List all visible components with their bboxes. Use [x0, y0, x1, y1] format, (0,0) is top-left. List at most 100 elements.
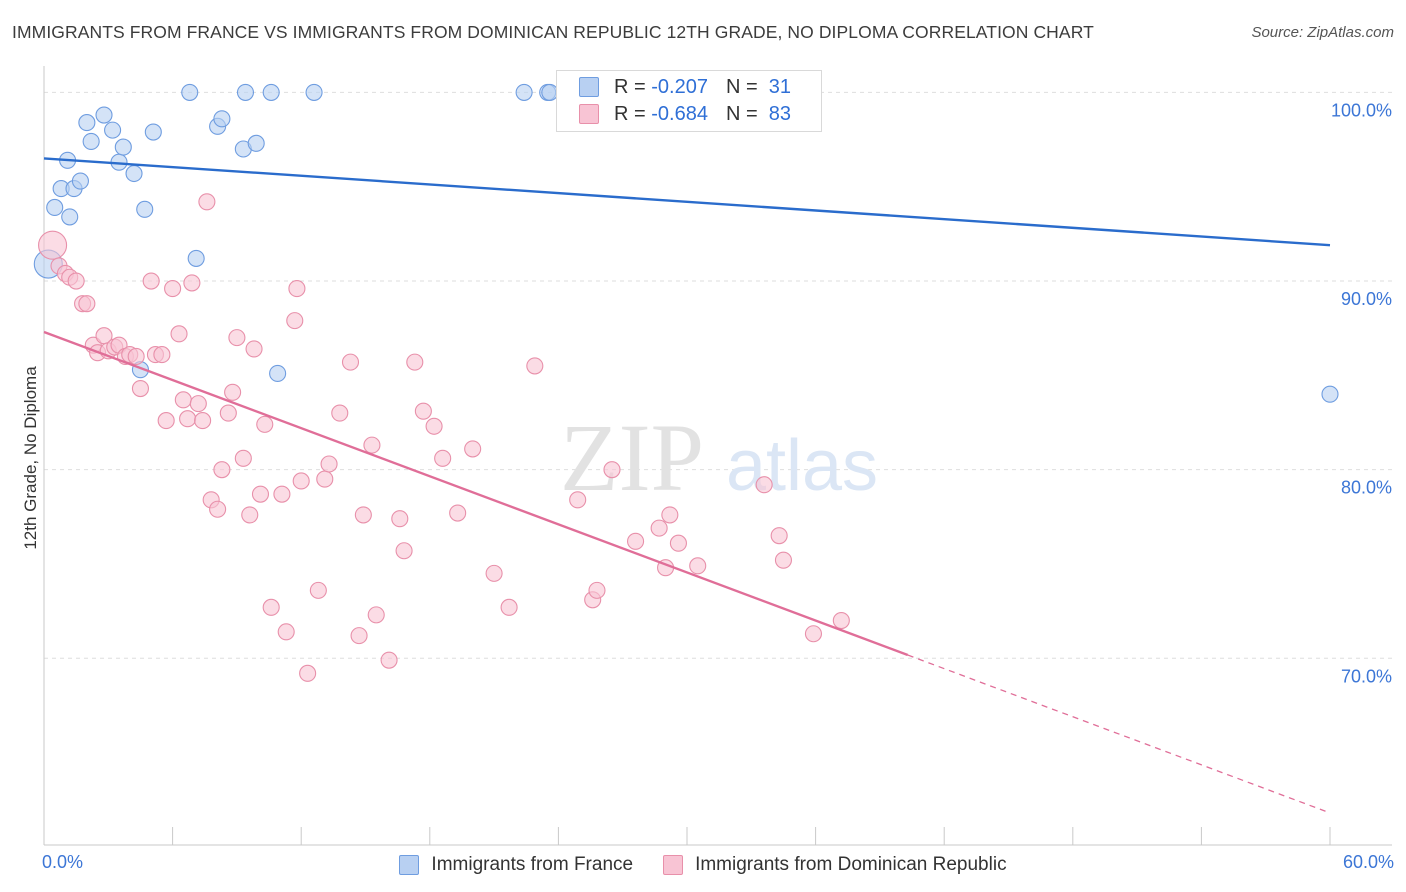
point-dominican: [209, 500, 227, 518]
trend-line-france: [43, 157, 1331, 247]
point-dominican: [241, 506, 259, 524]
point-dominican: [320, 455, 338, 473]
point-dominican: [277, 623, 295, 641]
legend-n-value-dominican: 83: [768, 102, 792, 125]
legend-row-france: R = -0.207 N = 31: [579, 74, 791, 100]
watermark-atlas: atlas: [726, 426, 878, 506]
series-legend-label-france: Immigrants from France: [431, 854, 634, 875]
point-france: [61, 208, 79, 226]
trend-line-dominican-extension: [907, 654, 1331, 814]
series-legend: Immigrants from France Immigrants from D…: [0, 852, 1406, 878]
series-legend-swatch-dominican: [663, 855, 684, 875]
point-dominican: [414, 402, 432, 420]
point-dominican: [142, 272, 160, 290]
point-dominican: [183, 274, 201, 292]
point-dominican: [78, 295, 96, 313]
point-dominican: [299, 664, 317, 682]
y-axis-title: 12th Grade, No Diploma: [21, 366, 40, 550]
point-dominican: [774, 551, 793, 569]
point-dominican: [526, 357, 544, 375]
point-dominican: [380, 651, 398, 669]
point-dominican: [131, 379, 149, 398]
point-france: [305, 83, 323, 101]
point-dominican: [485, 564, 503, 582]
point-france: [247, 134, 265, 152]
point-dominican: [363, 436, 381, 454]
point-france: [187, 249, 205, 267]
point-dominican: [170, 325, 188, 343]
point-dominican: [164, 280, 182, 298]
point-france: [78, 114, 96, 132]
point-dominican: [127, 347, 145, 366]
watermark-zip: ZIP: [560, 404, 704, 511]
point-france: [71, 172, 89, 190]
gridlines: [44, 91, 1392, 659]
point-france: [181, 83, 199, 101]
point-dominican: [804, 625, 823, 643]
trend-lines: [43, 157, 1331, 814]
chart-source: Source: ZipAtlas.com: [1251, 24, 1394, 41]
point-dominican: [569, 491, 587, 509]
point-dominican: [286, 312, 304, 330]
x-tick-label-min: 0.0%: [42, 852, 84, 872]
series-legend-swatch-france: [399, 855, 420, 875]
y-tick-label: 80.0%: [1341, 478, 1392, 498]
point-dominican: [770, 527, 788, 545]
point-france: [269, 364, 287, 383]
point-dominican: [391, 510, 409, 528]
point-dominican: [367, 606, 385, 624]
point-dominican: [464, 440, 482, 458]
legend-swatch-dominican: [579, 104, 599, 124]
point-france: [1321, 385, 1339, 403]
point-dominican: [224, 383, 242, 401]
point-dominican: [449, 504, 467, 522]
point-dominican: [153, 346, 171, 364]
point-france: [95, 106, 113, 124]
point-dominican: [174, 391, 192, 409]
legend-row-dominican: R = -0.684 N = 83: [579, 101, 791, 127]
point-dominican: [228, 329, 246, 347]
point-dominican: [316, 470, 334, 488]
point-dominican: [251, 485, 270, 503]
series-legend-item-dominican: Immigrants from Dominican Republic: [663, 854, 1007, 876]
point-dominican: [331, 404, 349, 422]
point-dominican: [309, 581, 327, 599]
y-tick-label: 90.0%: [1341, 289, 1392, 309]
point-dominican: [603, 461, 621, 479]
legend-r-label: R =: [614, 102, 646, 125]
series-legend-label-dominican: Immigrants from Dominican Republic: [695, 854, 1007, 875]
point-dominican: [245, 340, 263, 358]
point-dominican: [661, 506, 679, 524]
point-france: [125, 164, 143, 183]
point-dominican: [157, 412, 175, 430]
point-dominican: [67, 272, 85, 290]
point-dominican: [588, 581, 606, 599]
legend-r-value-france: -0.207: [651, 75, 708, 98]
chart-title: IMMIGRANTS FROM FRANCE VS IMMIGRANTS FRO…: [12, 22, 1094, 42]
point-dominican: [273, 485, 291, 503]
data-points: [33, 83, 1339, 682]
stats-legend: R = -0.207 N = 31 R = -0.684 N = 83: [556, 70, 822, 132]
point-dominican: [425, 417, 443, 435]
point-france: [213, 110, 231, 128]
point-dominican: [179, 410, 197, 428]
point-dominican: [434, 449, 452, 467]
y-tick-label: 70.0%: [1341, 666, 1392, 686]
point-dominican: [292, 472, 310, 490]
point-france: [515, 83, 533, 101]
point-dominican: [234, 449, 252, 467]
point-dominican: [38, 230, 68, 260]
point-dominican: [288, 280, 306, 298]
point-dominican: [256, 415, 274, 433]
legend-r-label: R =: [614, 75, 646, 98]
point-dominican: [354, 506, 372, 524]
point-dominican: [689, 557, 707, 575]
legend-n-label: N =: [725, 75, 758, 98]
watermark: ZIP atlas: [560, 404, 878, 511]
legend-n-value-france: 31: [768, 75, 792, 98]
y-tick-label: 100.0%: [1331, 100, 1392, 120]
point-dominican: [341, 353, 360, 371]
point-france: [104, 121, 122, 139]
point-dominican: [198, 193, 216, 211]
point-dominican: [755, 476, 773, 494]
